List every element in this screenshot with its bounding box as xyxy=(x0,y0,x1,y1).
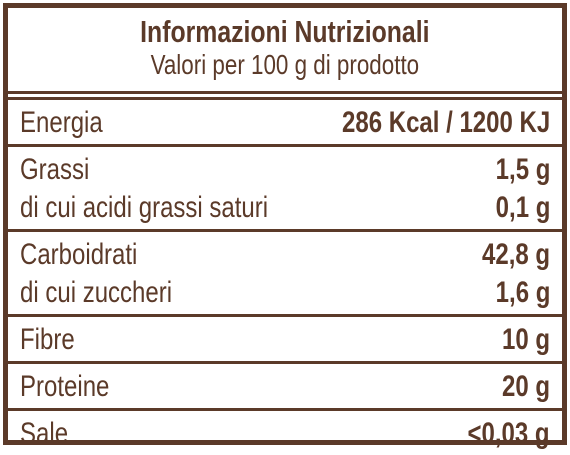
nutrient-value: 0,1 g xyxy=(495,191,550,224)
nutrient-label: di cui zuccheri xyxy=(20,276,173,309)
row: di cui zuccheri 1,6 g xyxy=(20,274,550,312)
nutrient-label: Carboidrati xyxy=(20,238,138,271)
nutrition-card: Informazioni Nutrizionali Valori per 100… xyxy=(3,3,567,450)
row-group: Sale <0,03 g xyxy=(8,411,562,455)
title: Informazioni Nutrizionali xyxy=(140,14,430,49)
row: Fibre 10 g xyxy=(20,321,550,359)
nutrient-value: 286 Kcal / 1200 KJ xyxy=(341,106,550,139)
nutrition-table: Energia 286 Kcal / 1200 KJ Grassi 1,5 g di c… xyxy=(8,100,562,455)
header: Informazioni Nutrizionali Valori per 100… xyxy=(8,8,562,100)
nutrient-value: 10 g xyxy=(501,323,550,356)
row-group: Energia 286 Kcal / 1200 KJ xyxy=(8,100,562,147)
row: Sale <0,03 g xyxy=(20,415,550,453)
nutrient-value: 1,6 g xyxy=(495,276,550,309)
row: Grassi 1,5 g xyxy=(20,151,550,189)
nutrient-value: 20 g xyxy=(501,370,550,403)
subtitle: Valori per 100 g di prodotto xyxy=(150,49,420,80)
row: Carboidrati 42,8 g xyxy=(20,236,550,274)
nutrient-label: Grassi xyxy=(20,153,90,186)
nutrient-value: <0,03 g xyxy=(467,417,550,450)
nutrient-label: Proteine xyxy=(20,370,110,403)
nutrient-label: Sale xyxy=(20,417,69,450)
nutrient-label: di cui acidi grassi saturi xyxy=(20,191,269,224)
row: di cui acidi grassi saturi 0,1 g xyxy=(20,189,550,227)
nutrient-value: 42,8 g xyxy=(481,238,550,271)
nutrient-value: 1,5 g xyxy=(495,153,550,186)
row-group: Fibre 10 g xyxy=(8,317,562,364)
nutrient-label: Fibre xyxy=(20,323,75,356)
nutrient-label: Energia xyxy=(20,106,103,139)
row-group: Carboidrati 42,8 g di cui zuccheri 1,6 g xyxy=(8,232,562,317)
row: Proteine 20 g xyxy=(20,368,550,406)
row: Energia 286 Kcal / 1200 KJ xyxy=(20,104,550,142)
row-group: Grassi 1,5 g di cui acidi grassi saturi 0,1… xyxy=(8,147,562,232)
row-group: Proteine 20 g xyxy=(8,364,562,411)
